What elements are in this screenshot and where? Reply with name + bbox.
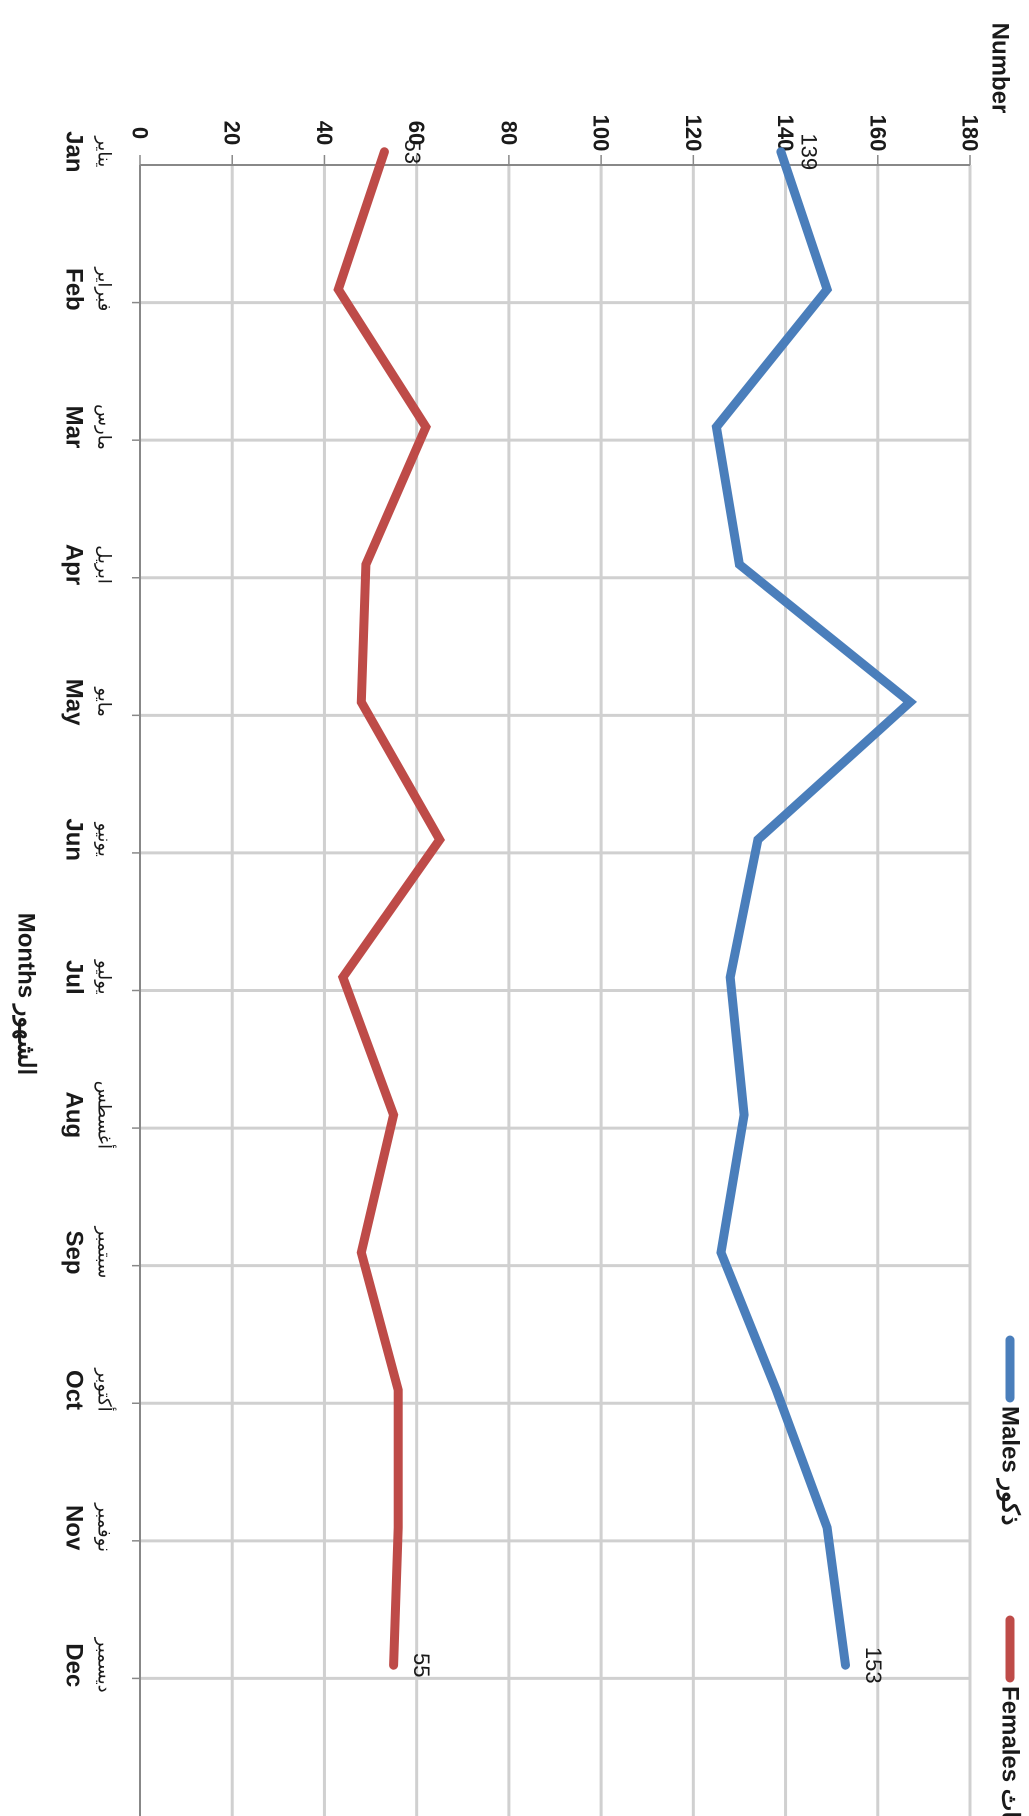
series-line-males <box>711 147 918 1670</box>
category-label-arabic: أكتوبر <box>94 1367 117 1411</box>
category-label-arabic: فبراير <box>94 266 115 311</box>
value-tick-label: 80 <box>496 121 521 145</box>
category-label: Aug <box>61 1092 88 1139</box>
category-label: Jul <box>61 960 88 995</box>
category-label: Sep <box>61 1230 88 1274</box>
value-tick-label: 20 <box>220 121 245 145</box>
data-label: 55 <box>409 1653 434 1677</box>
x-axis-title: Months الشهور <box>12 913 40 1075</box>
y-axis-ticks: 0 20 40 60 80 100 120 140 160 180 <box>128 115 983 152</box>
category-label-arabic: سبتمبر <box>94 1226 115 1279</box>
legend-label: Females إناث <box>997 1686 1024 1816</box>
category-label-arabic: يناير <box>94 135 115 167</box>
axis-titles: Number Months الشهور <box>12 23 1014 1076</box>
category-label: Jan <box>61 131 88 172</box>
category-label-arabic: نوفمبر <box>94 1502 115 1552</box>
category-label: Feb <box>61 268 88 311</box>
value-tick-label: 100 <box>589 115 614 152</box>
category-label: Jun <box>61 818 88 861</box>
series-line-females <box>333 147 446 1670</box>
series-lines <box>333 147 918 1670</box>
gridlines <box>140 165 972 1816</box>
category-label: Nov <box>61 1505 88 1551</box>
value-tick-label: 160 <box>865 115 890 152</box>
data-label: 139 <box>796 133 821 170</box>
x-axis-categories: يناير Jan فبراير Feb مارس Mar ابريل Apr مايو May ي… <box>61 131 117 1693</box>
category-label-arabic: ابريل <box>94 545 115 584</box>
data-label: 153 <box>861 1647 886 1684</box>
category-label: May <box>61 679 88 726</box>
value-tick-label: 0 <box>128 127 153 139</box>
value-tick-label: 180 <box>958 115 983 152</box>
legend: Males ذكور Females إناث <box>996 1335 1024 1816</box>
legend-label: Males ذكور <box>996 1406 1024 1525</box>
category-label-arabic: يوليو <box>94 959 115 995</box>
category-label-arabic: مارس <box>94 404 115 450</box>
category-label: Oct <box>61 1370 88 1410</box>
category-label: Dec <box>61 1643 88 1687</box>
value-tick-label: 60 <box>404 121 429 145</box>
category-label: Apr <box>61 544 88 585</box>
value-tick-label: 140 <box>773 115 798 152</box>
category-label-arabic: أغسطس <box>94 1081 117 1149</box>
data-label: 53 <box>400 140 425 164</box>
axes <box>132 155 971 1816</box>
category-label: Mar <box>61 406 88 449</box>
data-labels: 139 153 53 55 <box>400 133 886 1683</box>
y-axis-title: Number <box>987 23 1014 114</box>
category-label-arabic: ديسمبر <box>94 1637 115 1693</box>
value-tick-label: 120 <box>681 115 706 152</box>
category-label-arabic: مايو <box>94 686 115 716</box>
category-label-arabic: يونيو <box>94 822 115 857</box>
value-tick-label: 40 <box>312 121 337 145</box>
